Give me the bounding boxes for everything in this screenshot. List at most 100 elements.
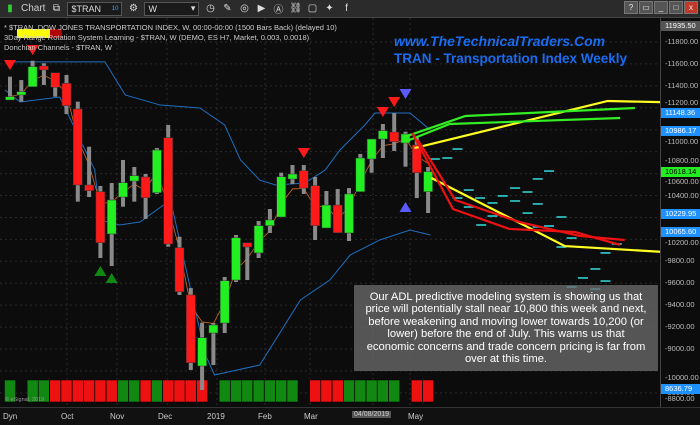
candle-up <box>400 133 411 144</box>
triangle-down-icon <box>4 60 16 71</box>
price-badge: 10229.95 <box>661 209 700 220</box>
candle-up <box>129 175 140 182</box>
link-chain-icon[interactable]: ⛓ <box>289 3 303 14</box>
candle-up <box>287 173 298 180</box>
rotation-block <box>320 379 333 403</box>
projection-line <box>430 176 660 253</box>
price-tick: -10200.00 <box>665 237 699 247</box>
rotation-block <box>185 379 197 403</box>
interval-value: W <box>148 3 157 14</box>
toolbar: ▮ Chart ⧉ $TRAN 10 ⚙ W ▾ ◷ ✎ ◎ ▶ Ⓐ ⛓ ▢ ✦ … <box>0 0 700 18</box>
candle-up <box>16 91 27 96</box>
rotation-study-line: 3Day Range Rotation System Learning - $T… <box>4 33 310 42</box>
analysis-note: Our ADL predictive modeling system is sh… <box>354 285 658 372</box>
rotation-block <box>252 379 265 403</box>
dyn-label[interactable]: Dyn <box>3 412 18 421</box>
help-button[interactable]: ? <box>624 1 638 14</box>
rotation-block <box>241 379 254 403</box>
price-axis[interactable]: 11935.50 11148.36 10986.17 10618.14 10229.95… <box>660 18 700 407</box>
candle-up <box>208 324 219 334</box>
date-label: Dec <box>158 412 173 421</box>
candle-down <box>186 294 196 363</box>
axis-high-label: 11935.50 <box>661 21 700 31</box>
rotation-block <box>49 379 61 403</box>
comment-icon[interactable]: ▢ <box>307 3 318 14</box>
website-watermark: www.TheTechnicalTraders.Com <box>394 33 606 49</box>
rotation-block <box>83 379 95 403</box>
minimize-button[interactable]: _ <box>654 1 668 14</box>
pencil-icon[interactable]: ✎ <box>223 3 232 14</box>
copyright: © eSignal, 2019 <box>5 397 45 403</box>
play-icon[interactable]: ▶ <box>257 3 266 14</box>
candle-wick <box>403 131 408 167</box>
rotation-block <box>286 379 299 403</box>
candle-down <box>95 191 106 243</box>
maximize-button[interactable]: □ <box>669 1 683 14</box>
rotation-block <box>309 379 321 403</box>
candle-wick <box>245 242 250 281</box>
candle-up <box>366 138 377 160</box>
price-tick: -9600.00 <box>665 278 695 288</box>
price-tick: -11800.00 <box>665 37 699 46</box>
symbol-input[interactable]: $TRAN 10 <box>67 1 123 16</box>
candle-up <box>231 237 241 281</box>
rotation-block <box>151 379 163 403</box>
price-badge: 10986.17 <box>661 126 700 137</box>
candle-up <box>253 225 264 254</box>
price-tick: -11400.00 <box>665 80 699 90</box>
candle-down <box>140 176 151 198</box>
candle-wick <box>87 146 92 198</box>
rotation-block <box>331 379 344 403</box>
chart-title: TRAN - Transportation Index Weekly <box>394 51 628 66</box>
twitter-icon[interactable]: ✦ <box>325 3 334 14</box>
price-tick: -8800.00 <box>665 394 695 404</box>
rotation-block <box>264 379 276 403</box>
date-axis[interactable]: Dyn Oct Nov Dec 2019 Feb Mar 04/08/2019 … <box>0 407 700 425</box>
candle-down <box>332 204 343 233</box>
rotation-block <box>4 379 16 403</box>
link-icon[interactable]: ⧉ <box>52 3 61 14</box>
projection-line <box>404 106 635 138</box>
clock-icon[interactable]: ◷ <box>206 3 215 14</box>
rotation-block <box>162 379 174 403</box>
candle-wick <box>380 124 385 159</box>
candle-up <box>355 157 366 192</box>
alert-icon[interactable]: Ⓐ <box>273 5 284 16</box>
price-badge: 8636.79 <box>661 383 700 394</box>
candle-up <box>118 182 128 198</box>
chart-legend: * $TRAN, DOW JONES TRANSPORTATION INDEX,… <box>4 23 337 53</box>
chart-icon: ▮ <box>7 3 13 14</box>
rotation-block <box>343 379 355 403</box>
triangle-up-icon <box>94 265 107 276</box>
candle-up <box>265 219 275 226</box>
triangle-down-icon <box>388 96 401 107</box>
symbol-badge: 10 <box>111 5 119 12</box>
rotation-block <box>94 379 107 403</box>
rotation-block <box>230 379 242 403</box>
candle-down <box>174 247 185 292</box>
facebook-icon[interactable]: f <box>345 3 348 14</box>
projection-line <box>414 99 660 150</box>
restore-button[interactable]: ▭ <box>639 1 653 14</box>
triangle-down-icon <box>297 147 310 158</box>
price-tick: -11600.00 <box>665 58 699 68</box>
indicator-icon[interactable]: ◎ <box>240 3 249 14</box>
settings-icon[interactable]: ⚙ <box>128 3 138 14</box>
candle-down <box>39 65 49 71</box>
rotation-block <box>38 379 50 403</box>
candle-up <box>378 130 388 140</box>
price-badge: 11148.36 <box>661 108 700 119</box>
candle-down <box>73 108 83 186</box>
close-button[interactable]: x <box>684 1 698 14</box>
candle-down <box>242 242 253 248</box>
interval-select[interactable]: W ▾ <box>144 1 200 16</box>
rotation-block <box>105 379 118 403</box>
rotation-block <box>411 379 423 403</box>
symbol-study-line: * $TRAN, DOW JONES TRANSPORTATION INDEX,… <box>4 23 337 32</box>
price-tick: -9000.00 <box>665 344 695 354</box>
rotation-block <box>139 379 152 403</box>
date-label: Feb <box>258 412 272 421</box>
candle-up <box>321 204 332 229</box>
candle-wick <box>132 167 137 202</box>
rotation-key-red <box>50 29 62 38</box>
